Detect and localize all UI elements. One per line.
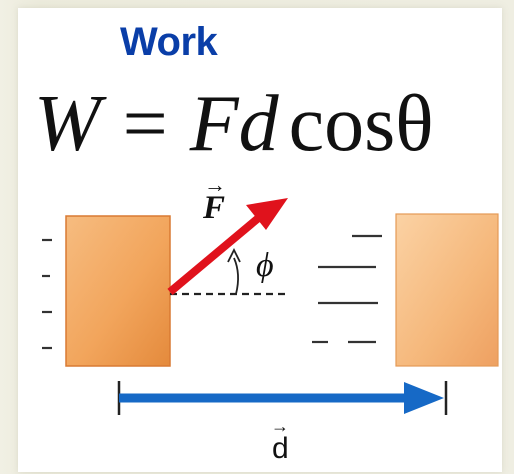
displacement-arrow xyxy=(117,381,448,415)
equation-theta: θ xyxy=(395,80,434,168)
work-equation: W = Fd cosθ xyxy=(34,84,434,164)
equation-w: W xyxy=(34,80,101,168)
angle-arrowhead xyxy=(227,247,241,263)
displacement-label: d xyxy=(272,432,289,465)
angle-arc xyxy=(233,257,239,295)
force-label: F xyxy=(202,190,225,226)
right-block xyxy=(395,213,499,367)
force-vector-arrow: → xyxy=(204,172,226,197)
equation-d: d xyxy=(238,80,279,168)
displacement-vector-arrow: → xyxy=(271,416,289,436)
equation-f: F xyxy=(189,80,239,168)
left-motion-lines xyxy=(42,238,52,350)
force-arrow xyxy=(167,198,288,296)
equation-cos: cos xyxy=(288,80,396,168)
figure-title: Work xyxy=(120,20,218,64)
equation-equals: = xyxy=(122,80,168,168)
left-block xyxy=(65,215,171,367)
right-motion-lines xyxy=(312,234,382,344)
angle-label: ϕ xyxy=(256,247,274,284)
